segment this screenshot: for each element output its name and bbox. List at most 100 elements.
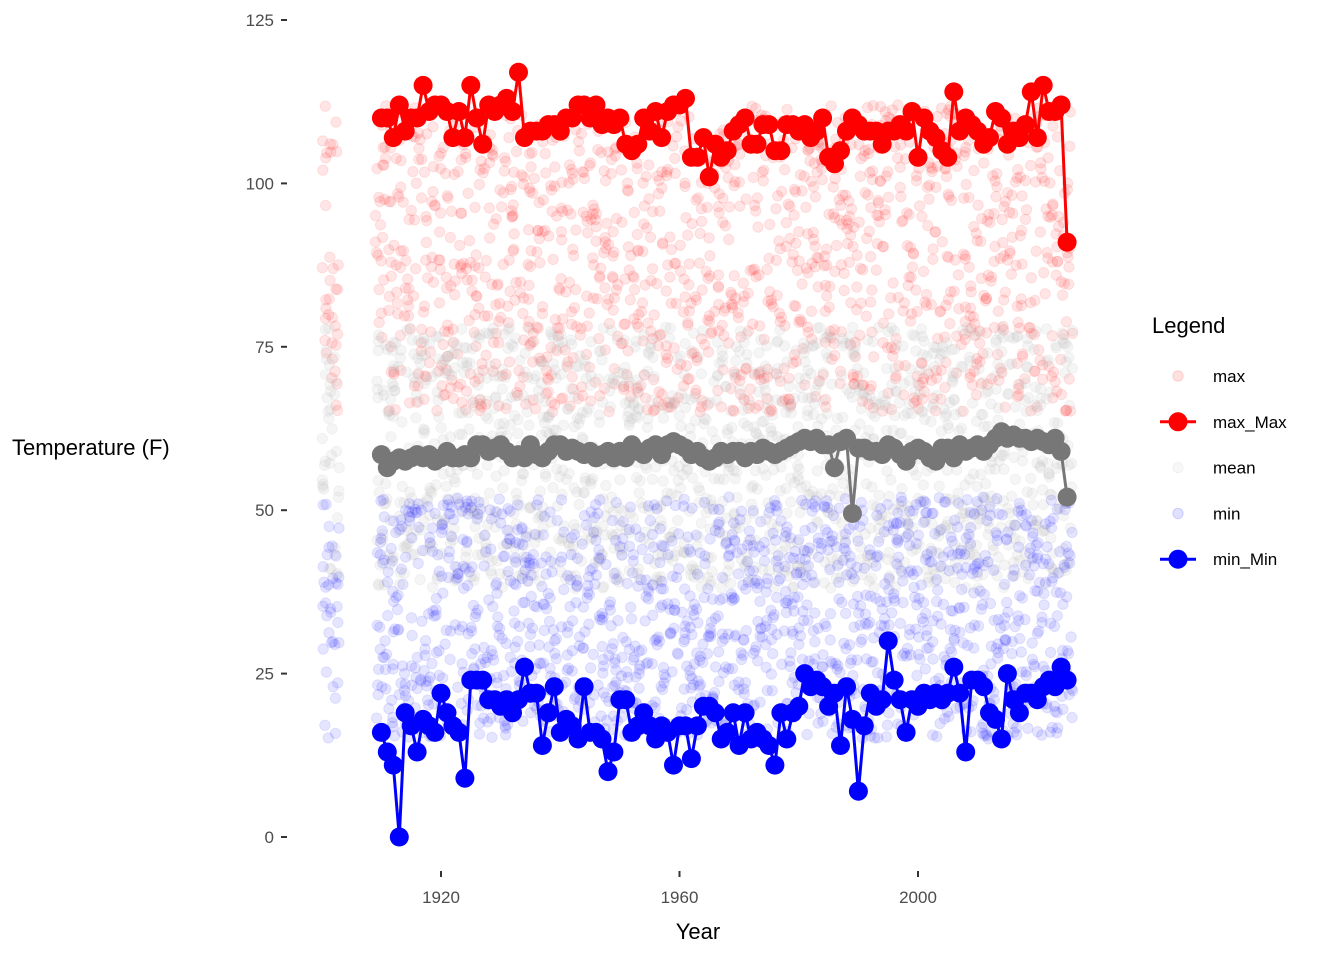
mean-point [539,468,552,480]
max-point [609,150,621,162]
legend-entry-max: max [1172,367,1246,386]
min-point [769,534,782,546]
max-point [605,153,618,166]
min-point [445,531,458,543]
max-point [489,358,502,370]
max-point [949,254,961,266]
max-point [503,131,515,144]
max-point [959,250,971,262]
max-point [373,283,385,296]
max-point [825,100,837,112]
min-point [400,551,412,563]
mean-point [400,539,412,551]
mean-point [638,329,650,341]
mean-point [774,324,786,336]
max-point [670,131,683,143]
min-point [978,588,991,601]
min-point [851,654,863,666]
max-point [556,205,569,218]
max-point [506,180,518,193]
mean-point [379,477,392,490]
max-point [984,216,996,229]
max-point [526,146,538,159]
mean-point [468,505,481,517]
mean-point [460,545,472,557]
min-point [900,531,912,543]
max-point [468,326,480,339]
max-point [931,160,944,173]
mean-point [657,412,670,424]
min-point [692,675,704,687]
max-point [435,147,447,159]
max-point [695,203,708,215]
max-point [798,170,810,183]
max-point [556,234,568,246]
max-point [863,398,875,410]
max-point [870,264,882,276]
max-point [621,184,634,196]
mean-point [1009,401,1022,413]
max-point [800,201,812,214]
max-point [777,395,789,408]
max-point [404,323,416,335]
mean-point [698,412,711,424]
mean-point [456,407,468,419]
max-point [865,202,877,214]
max-point [1011,172,1023,184]
max-point [857,264,869,276]
min-point [881,719,894,731]
max-point [494,184,506,196]
max-point [402,294,414,306]
min-point [323,627,335,639]
max-point [416,323,428,336]
mean-point [470,330,482,342]
mean-point [597,520,609,532]
max-point [819,305,832,317]
max-point [560,286,572,298]
min-point [883,572,895,584]
max-point [985,275,997,287]
max-point [645,325,657,337]
max-point [674,239,686,252]
mean-point [692,351,704,363]
max-point [581,290,593,302]
min-point [644,515,656,527]
max-point [388,239,400,252]
max_Max-marker [652,128,672,148]
max-point [691,354,703,367]
min-point [932,584,944,596]
min-point [561,569,574,582]
max-point [415,345,427,357]
max-point [735,331,747,343]
max-point [625,249,637,262]
max-point [862,143,875,156]
mean-point [372,335,385,348]
min-point [531,499,543,511]
mean-point [730,368,742,381]
max-point [680,360,693,372]
min-point [332,616,344,629]
max-point [632,386,644,398]
max-point [1037,373,1049,385]
max-point [536,308,549,320]
min-point [604,596,617,608]
min-point [771,505,783,517]
min-point [1057,703,1069,715]
mean-point [604,385,616,397]
max-point [908,392,920,404]
max-point [330,399,342,411]
mean-point [424,509,436,521]
max-point [647,405,659,417]
mean-point [896,427,908,439]
mean-point [697,325,709,337]
mean-point [933,480,945,492]
min-point [809,607,821,619]
max-point [915,357,928,369]
max-point [840,214,853,226]
max-point [1010,259,1022,271]
min-point [897,575,909,587]
max-point [819,250,831,262]
max-point [826,353,838,365]
max-point [553,322,566,335]
max-point [1025,159,1037,172]
